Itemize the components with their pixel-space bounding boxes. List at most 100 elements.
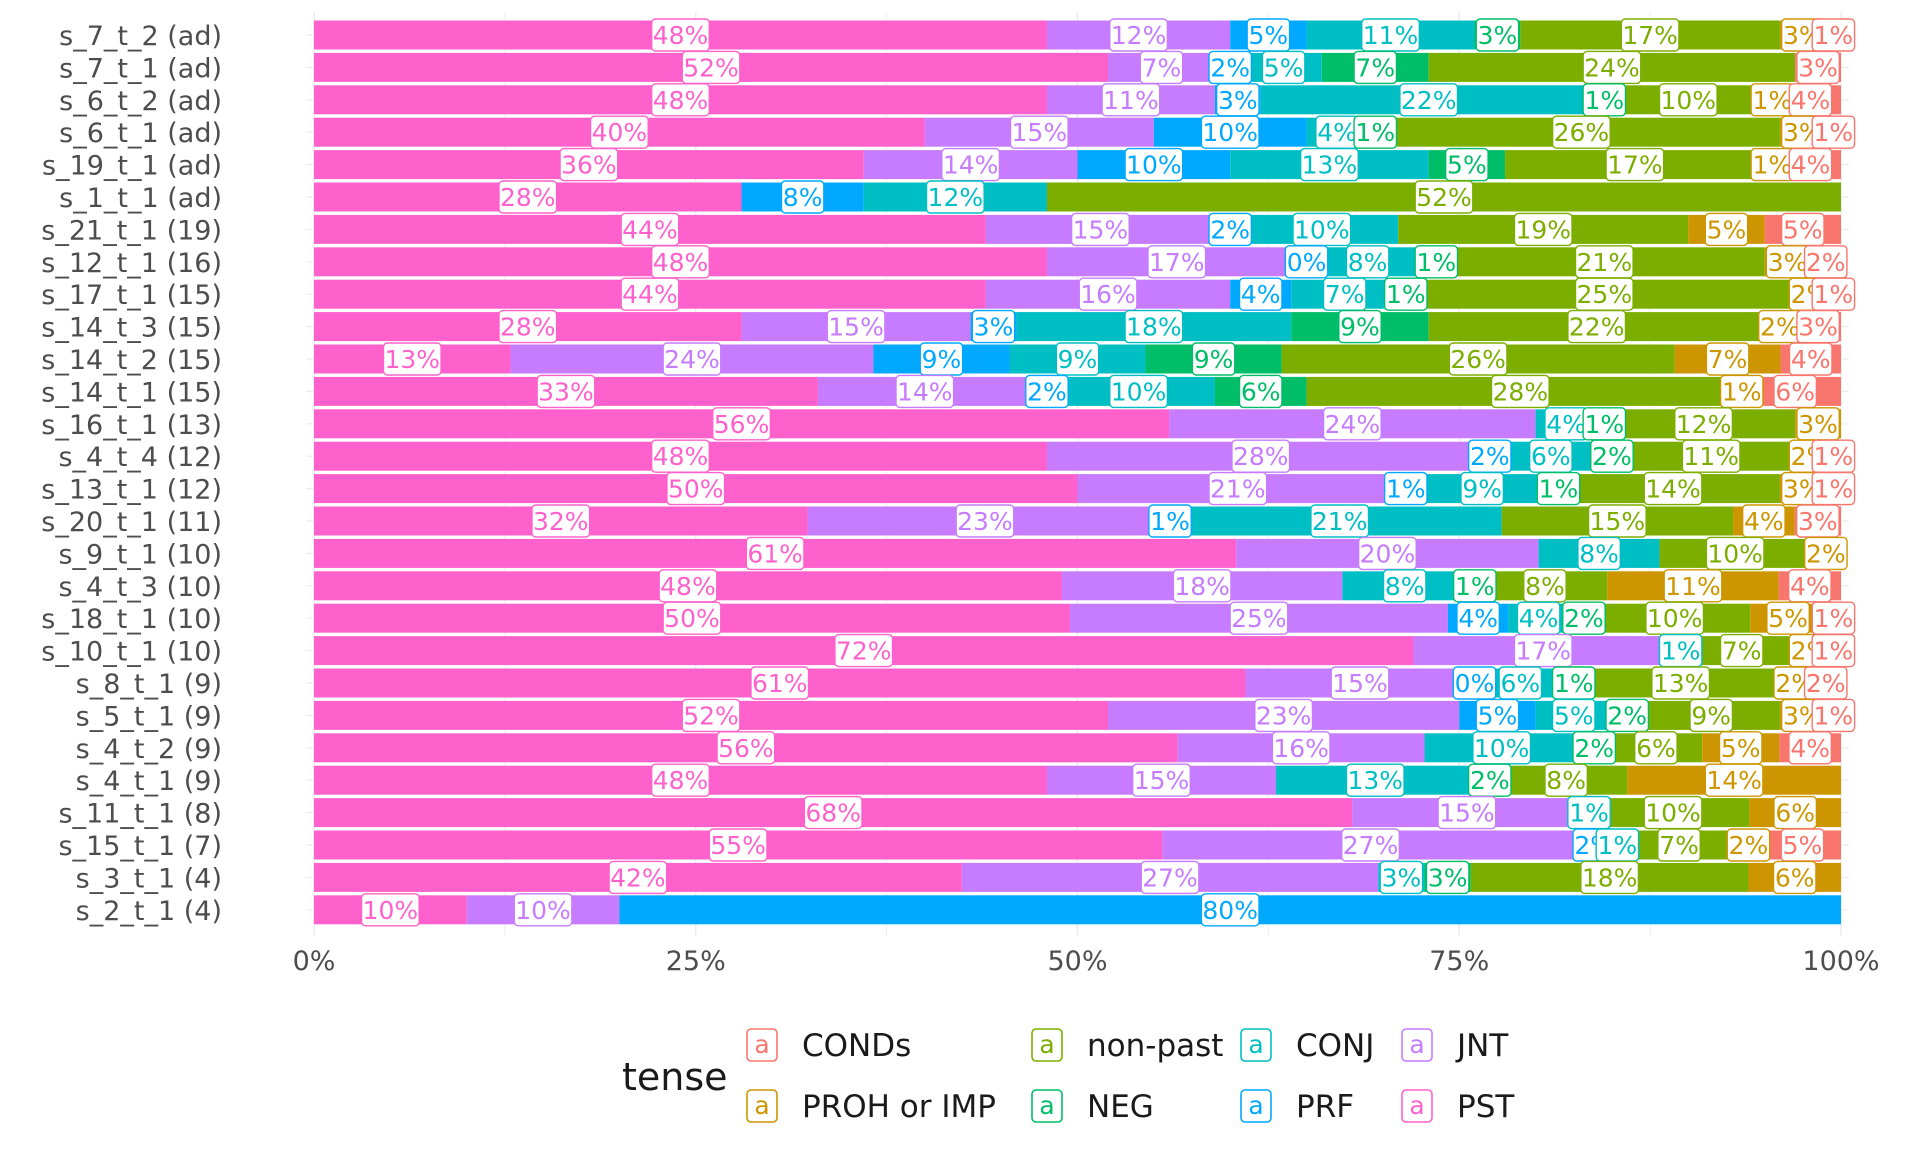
data-label-text: 16% bbox=[1273, 734, 1329, 763]
data-label: 2% bbox=[1590, 439, 1634, 473]
data-label: 6% bbox=[1238, 374, 1283, 409]
data-label-text: 4% bbox=[1791, 86, 1831, 115]
data-label-box bbox=[681, 698, 741, 733]
data-label: 3% bbox=[1765, 245, 1810, 279]
legend-key-glyph: a bbox=[1409, 1091, 1424, 1120]
data-label: 7% bbox=[1657, 828, 1701, 862]
data-label-box bbox=[1414, 180, 1474, 214]
data-label-box bbox=[620, 277, 680, 311]
data-label: 8% bbox=[780, 180, 825, 214]
data-label-text: 28% bbox=[1233, 442, 1289, 471]
data-label: 10% bbox=[1200, 115, 1260, 149]
data-label-text: 1% bbox=[1814, 442, 1854, 471]
data-label-box bbox=[1284, 245, 1329, 279]
x-tick-label: 75% bbox=[1429, 946, 1489, 977]
legend-label: PROH or IMP bbox=[802, 1089, 996, 1125]
data-label: 1% bbox=[1148, 504, 1192, 538]
y-tick-label: s_3_t_1 (4) bbox=[76, 863, 222, 894]
data-label-text: 24% bbox=[664, 345, 720, 374]
data-label-text: 4% bbox=[1241, 280, 1281, 309]
data-label-text: 14% bbox=[1706, 766, 1762, 795]
data-label: 4% bbox=[1788, 147, 1833, 182]
data-label-text: 1% bbox=[1752, 151, 1792, 180]
data-label: 20% bbox=[1357, 536, 1417, 571]
data-label: 18% bbox=[1124, 309, 1184, 344]
data-label-text: 1% bbox=[1814, 21, 1854, 50]
data-label: 7% bbox=[1322, 277, 1367, 311]
data-label-text: 9% bbox=[1340, 313, 1380, 342]
data-label-text: 13% bbox=[384, 345, 440, 374]
data-label: 1% bbox=[1750, 83, 1795, 117]
data-label-box bbox=[382, 342, 442, 376]
data-label-box bbox=[1271, 731, 1331, 765]
data-label-text: 2% bbox=[1027, 377, 1067, 406]
legend-item: a NEG bbox=[1027, 1086, 1154, 1126]
data-label-text: 10% bbox=[363, 896, 419, 925]
data-label-box bbox=[1705, 536, 1765, 571]
data-label: 1% bbox=[1811, 277, 1856, 311]
data-label-text: 12% bbox=[1676, 410, 1732, 439]
data-label: 2% bbox=[1605, 698, 1650, 733]
y-tick-label: s_6_t_2 (ad) bbox=[59, 86, 222, 117]
data-label-box bbox=[1229, 601, 1289, 635]
data-label-box bbox=[1657, 828, 1701, 862]
data-label-text: 42% bbox=[610, 863, 666, 892]
data-label: 68% bbox=[803, 795, 863, 830]
data-label-text: 15% bbox=[1073, 215, 1129, 244]
data-label-text: 52% bbox=[683, 53, 739, 82]
data-label: 22% bbox=[1399, 83, 1459, 117]
data-label-box bbox=[1551, 115, 1611, 149]
data-label-text: 3% bbox=[1798, 313, 1838, 342]
data-label: 8% bbox=[1382, 569, 1427, 603]
data-label-box bbox=[1009, 115, 1069, 149]
legend-key-glyph: a bbox=[754, 1030, 769, 1059]
data-label: 25% bbox=[1574, 277, 1634, 311]
data-label: 48% bbox=[658, 569, 718, 603]
legend-key-box bbox=[746, 1089, 778, 1123]
data-label: 40% bbox=[589, 115, 649, 149]
data-label: 1% bbox=[1353, 115, 1398, 149]
data-label-box bbox=[1456, 601, 1501, 635]
data-label-text: 28% bbox=[1493, 377, 1549, 406]
data-label-box bbox=[1811, 698, 1856, 733]
data-label-box bbox=[1490, 374, 1550, 409]
data-label-text: 48% bbox=[660, 572, 716, 601]
data-label: 10% bbox=[1109, 374, 1169, 409]
data-label-text: 23% bbox=[1256, 701, 1312, 730]
legend-key-glyph: a bbox=[1039, 1030, 1054, 1059]
data-label-text: 8% bbox=[783, 183, 823, 212]
data-label-box bbox=[1577, 536, 1621, 571]
data-label-box bbox=[681, 50, 741, 85]
data-label-box bbox=[1148, 504, 1192, 538]
data-label: 2% bbox=[1025, 374, 1069, 409]
legend-key-box bbox=[1240, 1089, 1272, 1123]
legend-key-glyph: a bbox=[1039, 1091, 1054, 1120]
data-label: 10% bbox=[1645, 601, 1705, 635]
data-label: 3% bbox=[1796, 309, 1840, 344]
data-label-box bbox=[708, 828, 768, 862]
data-label-box bbox=[1191, 342, 1236, 376]
data-label: 8% bbox=[1544, 763, 1589, 797]
data-label-text: 0% bbox=[1287, 248, 1327, 277]
data-label-text: 19% bbox=[1515, 215, 1571, 244]
data-label-text: 1% bbox=[1814, 604, 1854, 633]
data-label-text: 27% bbox=[1142, 863, 1198, 892]
data-label: 11% bbox=[1101, 83, 1161, 117]
data-label-text: 48% bbox=[653, 21, 709, 50]
data-label: 9% bbox=[1338, 309, 1382, 344]
data-label: 50% bbox=[666, 471, 726, 506]
data-label-text: 8% bbox=[1579, 539, 1619, 568]
data-label: 1% bbox=[1811, 601, 1856, 635]
data-label-box bbox=[1124, 309, 1184, 344]
data-label-text: 9% bbox=[1691, 701, 1731, 730]
data-label: 14% bbox=[1704, 763, 1764, 797]
data-label-box bbox=[1590, 439, 1634, 473]
data-label-text: 33% bbox=[538, 377, 594, 406]
data-label-text: 48% bbox=[653, 248, 709, 277]
data-label-text: 13% bbox=[1347, 766, 1403, 795]
data-label: 52% bbox=[681, 50, 741, 85]
data-label: 80% bbox=[1200, 893, 1260, 927]
data-label-box bbox=[826, 309, 886, 344]
legend-key-box bbox=[1031, 1028, 1063, 1062]
